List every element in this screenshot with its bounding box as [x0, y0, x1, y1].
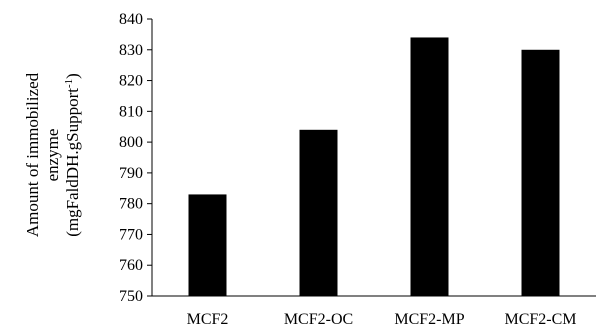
bar-mcf2-cm — [521, 49, 560, 297]
y-tick-label: 840 — [119, 11, 143, 28]
y-axis-label-line-3: (mgFaldDH.gSupport-1) — [63, 73, 82, 237]
y-axis-label-line-1: Amount of immobilized — [23, 72, 42, 237]
x-category-label: MCF2-CM — [504, 311, 576, 328]
bar-mcf2 — [188, 194, 227, 296]
y-axis-ticks: 750 760 770 780 790 800 810 820 830 840 — [119, 11, 152, 305]
bar-mcf2-mp — [410, 37, 449, 296]
y-tick-label: 810 — [119, 103, 143, 120]
bar-mcf2-oc — [299, 129, 338, 296]
bars — [188, 37, 560, 297]
y-tick-label: 790 — [119, 165, 143, 182]
x-category-label: MCF2 — [187, 311, 229, 328]
y-tick-label: 820 — [119, 73, 143, 90]
y-axis-label: Amount of immobilized enzyme (mgFaldDH.g… — [23, 72, 82, 237]
y-tick-label: 800 — [119, 134, 143, 151]
y-axis-label-superscript: -1 — [63, 79, 75, 88]
x-category-label: MCF2-MP — [394, 311, 464, 328]
y-tick-label: 770 — [119, 226, 143, 243]
y-axis-label-unit: (mgFaldDH.gSupport — [63, 88, 82, 237]
y-tick-label: 760 — [119, 257, 143, 274]
x-axis-category-labels: MCF2 MCF2-OC MCF2-MP MCF2-CM — [187, 311, 577, 328]
y-tick-label: 750 — [119, 288, 143, 305]
y-axis-label-close: ) — [63, 73, 82, 79]
y-tick-label: 830 — [119, 42, 143, 59]
y-axis-label-line-2: enzyme — [43, 129, 62, 182]
y-tick-label: 780 — [119, 196, 143, 213]
x-category-label: MCF2-OC — [284, 311, 353, 328]
